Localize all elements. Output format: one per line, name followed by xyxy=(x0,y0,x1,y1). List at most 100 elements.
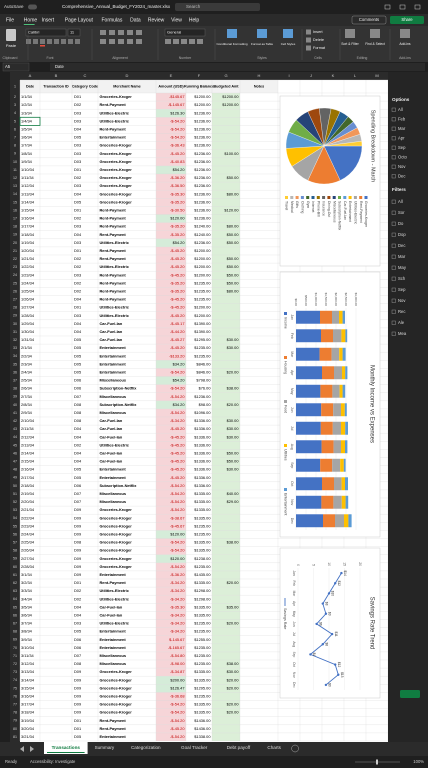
checkbox[interactable] xyxy=(391,331,396,336)
menu-tab[interactable]: Review xyxy=(148,17,165,23)
editing-icon[interactable] xyxy=(400,29,410,38)
menu-tab[interactable]: Home xyxy=(24,17,38,23)
checkbox[interactable] xyxy=(391,298,396,303)
share-label[interactable]: Share xyxy=(401,17,413,22)
styles-icon[interactable] xyxy=(227,29,237,38)
option-item[interactable]: Feb xyxy=(398,117,406,122)
align-tool[interactable] xyxy=(118,39,124,44)
sheet-tab[interactable]: Transactions xyxy=(52,745,81,750)
font-tool[interactable] xyxy=(54,39,59,44)
panel-button[interactable] xyxy=(400,690,420,698)
number-tool[interactable] xyxy=(189,39,195,44)
styles-icon[interactable] xyxy=(257,29,267,38)
align-tool[interactable] xyxy=(109,30,115,35)
filter-item[interactable]: Sch xyxy=(398,276,406,281)
option-item[interactable]: Sep xyxy=(398,145,406,150)
filter-item[interactable]: Ale xyxy=(398,320,405,325)
filter-item[interactable]: Dop xyxy=(398,232,406,237)
filter-item[interactable]: Rec xyxy=(398,309,405,314)
checkbox[interactable] xyxy=(391,210,396,215)
filter-item[interactable]: Sep xyxy=(398,287,406,292)
formula-input[interactable] xyxy=(50,63,425,71)
menu-tab[interactable]: Page Layout xyxy=(65,17,94,23)
checkbox[interactable] xyxy=(391,164,396,169)
name-box[interactable] xyxy=(2,62,30,72)
checkbox[interactable] xyxy=(391,309,396,314)
comments-button[interactable] xyxy=(351,15,387,25)
comments-label[interactable]: Comments xyxy=(359,17,379,22)
align-tool[interactable] xyxy=(136,30,142,35)
checkbox[interactable] xyxy=(391,232,396,237)
checkbox[interactable] xyxy=(391,221,396,226)
ribbon-button[interactable]: Format xyxy=(313,46,326,50)
editing-icon[interactable] xyxy=(370,29,380,38)
number-tool[interactable] xyxy=(197,39,203,44)
checkbox[interactable] xyxy=(391,136,396,141)
status-accessibility[interactable]: Accessibility: Investigate xyxy=(30,759,76,764)
font-tool[interactable] xyxy=(26,39,31,44)
menu-tab[interactable]: Insert xyxy=(42,17,55,23)
align-tool[interactable] xyxy=(127,39,133,44)
option-item[interactable]: Mar xyxy=(398,126,406,131)
editing-icon[interactable] xyxy=(345,29,355,38)
font-tool[interactable] xyxy=(47,39,52,44)
menu-tab[interactable]: View xyxy=(171,17,182,23)
checkbox[interactable] xyxy=(391,126,396,131)
menu-tab[interactable]: Data xyxy=(130,17,141,23)
align-tool[interactable] xyxy=(109,39,115,44)
option-item[interactable]: Nov xyxy=(398,164,406,169)
menu-tab[interactable]: Formulas xyxy=(102,17,123,23)
sheet-tab[interactable]: Charts xyxy=(267,745,281,750)
checkbox[interactable] xyxy=(391,320,396,325)
checkbox[interactable] xyxy=(391,174,396,179)
tab-nav-arrow[interactable] xyxy=(20,746,24,752)
checkbox[interactable] xyxy=(391,155,396,160)
checkbox[interactable] xyxy=(391,243,396,248)
sheet-tab[interactable]: Categorization xyxy=(131,745,161,750)
checkbox[interactable] xyxy=(391,145,396,150)
sheet-tab[interactable]: Debt payoff xyxy=(227,745,251,750)
ribbon-button[interactable]: Insert xyxy=(313,30,323,34)
filter-item[interactable]: Sor xyxy=(398,210,405,215)
checkbox[interactable] xyxy=(391,287,396,292)
search-box[interactable] xyxy=(175,3,260,11)
font-tool[interactable] xyxy=(33,39,38,44)
window-control[interactable] xyxy=(414,4,421,10)
font-tool[interactable] xyxy=(40,39,45,44)
sheet-tab[interactable]: Summary xyxy=(95,745,115,750)
filter-item[interactable]: Nov xyxy=(398,298,406,303)
add-sheet-button[interactable] xyxy=(291,744,299,753)
font-tool[interactable] xyxy=(75,39,80,44)
font-tool[interactable] xyxy=(68,39,73,44)
checkbox[interactable] xyxy=(391,254,396,259)
option-item[interactable]: Dec xyxy=(398,174,405,179)
window-control[interactable] xyxy=(399,4,406,10)
checkbox[interactable] xyxy=(391,107,396,112)
align-tool[interactable] xyxy=(100,30,106,35)
checkbox[interactable] xyxy=(391,265,396,270)
number-tool[interactable] xyxy=(173,39,179,44)
checkbox[interactable] xyxy=(391,276,396,281)
filter-item[interactable]: Mea xyxy=(398,331,407,336)
ribbon-button[interactable]: Delete xyxy=(313,38,324,42)
number-tool[interactable] xyxy=(181,39,187,44)
share-button[interactable] xyxy=(390,16,424,24)
number-tool[interactable] xyxy=(165,39,171,44)
font-tool[interactable] xyxy=(61,39,66,44)
align-tool[interactable] xyxy=(136,39,142,44)
tab-nav-arrow[interactable] xyxy=(30,746,34,752)
align-tool[interactable] xyxy=(118,30,124,35)
autosave-toggle[interactable] xyxy=(28,4,37,10)
filter-item[interactable]: All xyxy=(398,199,403,204)
option-item[interactable]: Apr xyxy=(398,136,405,141)
checkbox[interactable] xyxy=(391,199,396,204)
filter-item[interactable]: Do xyxy=(398,221,404,226)
styles-icon[interactable] xyxy=(283,29,293,38)
align-tool[interactable] xyxy=(127,30,133,35)
option-item[interactable]: Octo xyxy=(398,155,408,160)
paste-icon[interactable] xyxy=(6,29,16,41)
menu-tab[interactable]: File xyxy=(6,17,14,23)
option-item[interactable]: All xyxy=(398,107,403,112)
checkbox[interactable] xyxy=(391,117,396,122)
window-control[interactable] xyxy=(384,4,391,10)
